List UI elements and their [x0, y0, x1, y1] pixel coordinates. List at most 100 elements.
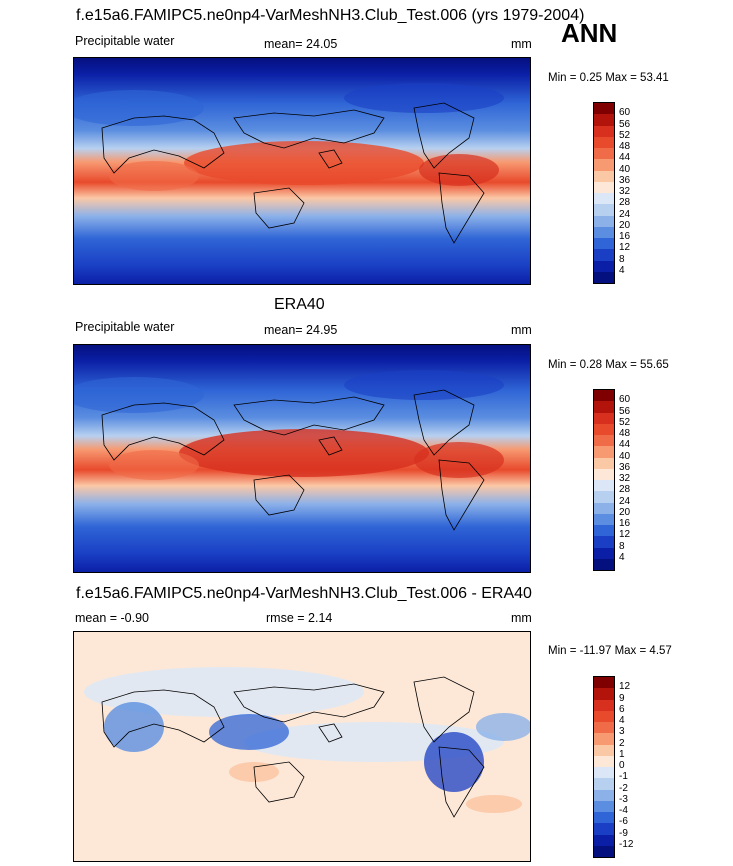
panel3-colorbar-label: 1: [619, 748, 625, 760]
panel3-title: f.e15a6.FAMIPC5.ne0np4-VarMeshNH3.Club_T…: [76, 585, 532, 602]
panel3-units: mm: [511, 611, 532, 625]
panel1-colorbar-label: 60: [619, 107, 631, 119]
panel1-mean: mean= 24.05: [264, 37, 338, 51]
panel2-colorbar-swatch: [594, 446, 614, 458]
panel3-colorbar-label: -2: [619, 782, 628, 794]
panel3-colorbar-swatch: [594, 677, 614, 689]
panel1-colorbar-label: 28: [619, 197, 631, 209]
panel2-colorbar-swatch: [594, 401, 614, 413]
panel3-colorbar-label: 9: [619, 692, 625, 704]
panel1-map: [73, 57, 531, 285]
panel3-rmse: rmse = 2.14: [266, 611, 333, 625]
panel2-title: ERA40: [274, 296, 325, 313]
panel3-map-field: [74, 632, 530, 861]
panel1-colorbar-swatch: [594, 125, 614, 137]
panel2-colorbar-swatch: [594, 480, 614, 492]
panel1-colorbar-label: 44: [619, 152, 631, 164]
panel2-colorbar-swatch: [594, 525, 614, 537]
panel2-colorbar-label: 16: [619, 518, 631, 529]
panel2-map: [73, 344, 531, 573]
panel1-colorbar: [593, 102, 615, 284]
panel1-title: f.e15a6.FAMIPC5.ne0np4-VarMeshNH3.Club_T…: [76, 7, 585, 24]
panel2-colorbar-label: 12: [619, 529, 631, 541]
panel1-colorbar-label: 36: [619, 174, 631, 186]
panel2-units: mm: [511, 323, 532, 337]
panel1-colorbar-label: 16: [619, 231, 631, 242]
panel2-colorbar-label: 52: [619, 416, 631, 428]
panel2-colorbar-label: 48: [619, 428, 631, 439]
panel2-colorbar-label: 56: [619, 405, 631, 417]
panel2-minmax: Min = 0.28 Max = 55.65: [548, 359, 669, 371]
panel3-colorbar-label: -3: [619, 793, 628, 805]
panel1-colorbar-swatch: [594, 215, 614, 227]
panel1-variable: Precipitable water: [75, 34, 175, 48]
panel1-colorbar-label: 24: [619, 208, 631, 220]
panel3-colorbar-label: 4: [619, 715, 625, 726]
panel2-variable: Precipitable water: [75, 320, 175, 334]
panel2-colorbar-label: 40: [619, 450, 631, 462]
panel1-units: mm: [511, 37, 532, 51]
panel3-colorbar-label: 0: [619, 760, 625, 771]
panel1-colorbar-swatch: [594, 181, 614, 193]
panel1-colorbar-swatch: [594, 238, 614, 250]
panel2-colorbar-swatch: [594, 536, 614, 548]
panel3-colorbar-swatch: [594, 710, 614, 722]
panel2-colorbar-label: 4: [619, 551, 625, 563]
panel3-colorbar-swatch: [594, 800, 614, 812]
panel1-colorbar-label: 12: [619, 242, 631, 254]
panel2-colorbar-swatch: [594, 412, 614, 424]
panel1-colorbar-swatch: [594, 159, 614, 171]
season-label: ANN: [561, 18, 618, 48]
panel2-colorbar-label: 32: [619, 473, 631, 484]
panel3-colorbar-label: -4: [619, 805, 628, 816]
panel3-colorbar-label: -12: [619, 838, 634, 850]
panel1-colorbar-swatch: [594, 226, 614, 238]
panel1-minmax: Min = 0.25 Max = 53.41: [548, 72, 669, 84]
panel1-colorbar-swatch: [594, 260, 614, 272]
panel2-mean: mean= 24.95: [264, 323, 338, 337]
panel1-colorbar-label: 48: [619, 141, 631, 152]
panel2-colorbar-label: 44: [619, 439, 631, 451]
panel3-minmax: Min = -11.97 Max = 4.57: [548, 645, 672, 657]
panel3-colorbar-swatch: [594, 744, 614, 756]
panel2-colorbar-swatch: [594, 457, 614, 469]
panel1-colorbar-swatch: [594, 193, 614, 205]
panel1-colorbar-swatch: [594, 204, 614, 216]
panel1-colorbar-swatch: [594, 249, 614, 261]
panel1-colorbar-label: 20: [619, 219, 631, 231]
panel3-colorbar-label: -1: [619, 771, 628, 783]
panel3-colorbar-swatch: [594, 834, 614, 846]
panel2-colorbar-swatch: [594, 558, 614, 570]
panel3-colorbar-label: 2: [619, 737, 625, 749]
panel3-colorbar-swatch: [594, 789, 614, 801]
panel2-colorbar-swatch: [594, 390, 614, 402]
panel2-colorbar-swatch: [594, 513, 614, 525]
panel1-colorbar-label: 56: [619, 118, 631, 130]
panel2-colorbar-label: 8: [619, 540, 625, 552]
panel3-colorbar-label: -9: [619, 827, 628, 839]
panel1-colorbar-label: 52: [619, 129, 631, 141]
panel3-colorbar-swatch: [594, 778, 614, 790]
panel3-colorbar: [593, 676, 615, 858]
panel1-colorbar-swatch: [594, 114, 614, 126]
panel3-colorbar-label: -6: [619, 816, 628, 828]
panel1-colorbar-swatch: [594, 103, 614, 115]
panel3-colorbar-swatch: [594, 755, 614, 767]
panel3-colorbar-swatch: [594, 699, 614, 711]
panel3-colorbar-label: 3: [619, 726, 625, 738]
panel2-colorbar: [593, 389, 615, 571]
panel3-colorbar-swatch: [594, 845, 614, 857]
panel1-colorbar-swatch: [594, 136, 614, 148]
panel3-colorbar-swatch: [594, 812, 614, 824]
panel3-colorbar-swatch: [594, 767, 614, 779]
panel2-colorbar-swatch: [594, 468, 614, 480]
panel1-colorbar-swatch: [594, 148, 614, 160]
panel2-colorbar-swatch: [594, 423, 614, 435]
panel1-colorbar-label: 4: [619, 264, 625, 276]
panel1-colorbar-label: 32: [619, 186, 631, 197]
panel2-colorbar-swatch: [594, 491, 614, 503]
panel2-colorbar-label: 24: [619, 495, 631, 507]
panel2-colorbar-label: 20: [619, 506, 631, 518]
panel2-map-field: [74, 345, 530, 572]
panel2-colorbar-swatch: [594, 435, 614, 447]
